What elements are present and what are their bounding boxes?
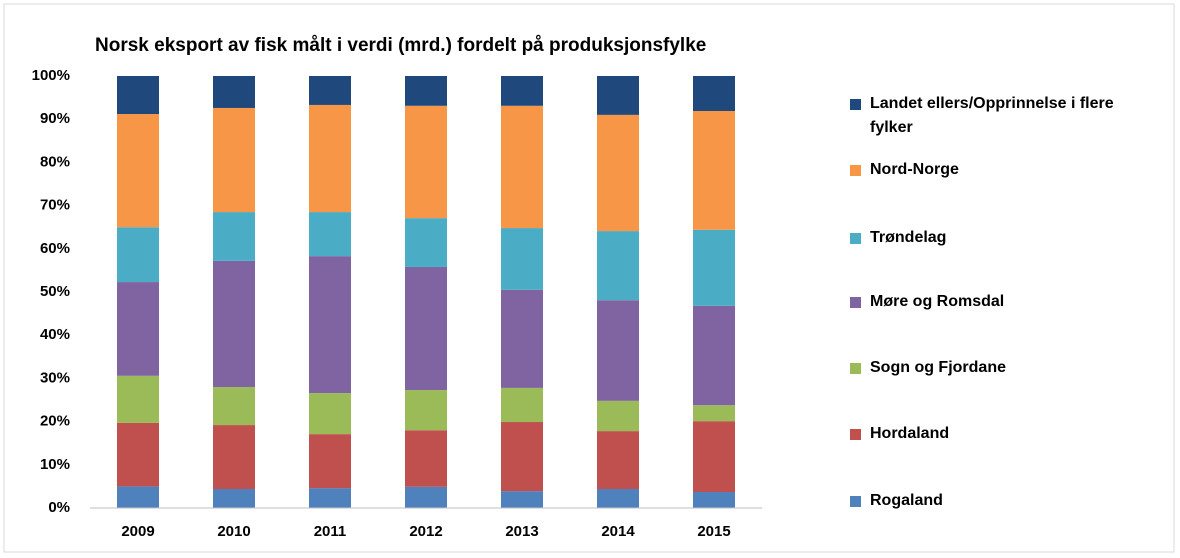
y-tick-label: 50% bbox=[40, 283, 70, 300]
legend-label: Rogaland bbox=[870, 492, 943, 509]
legend-item: Sogn og Fjordane bbox=[850, 356, 1150, 380]
bar-segment bbox=[501, 387, 543, 423]
legend-swatch bbox=[850, 363, 861, 374]
bar-segment bbox=[693, 110, 735, 230]
bar-segment bbox=[405, 390, 447, 431]
legend-label: Trøndelag bbox=[870, 229, 947, 246]
bar-segment bbox=[405, 266, 447, 391]
bar-segment bbox=[597, 231, 639, 301]
legend-label: Hordaland bbox=[870, 425, 950, 442]
x-tick-label: 2014 bbox=[601, 523, 635, 540]
legend-label: Sogn og Fjordane bbox=[870, 359, 1006, 376]
x-tick-label: 2013 bbox=[505, 523, 538, 540]
legend-item: Rogaland bbox=[850, 489, 1150, 513]
legend-label: Nord-Norge bbox=[870, 161, 959, 178]
bar-segment bbox=[501, 76, 543, 106]
legend-swatch bbox=[850, 233, 861, 244]
bar-segment bbox=[693, 405, 735, 422]
bar-segment bbox=[405, 105, 447, 219]
y-tick-label: 60% bbox=[40, 240, 70, 257]
x-tick-label: 2015 bbox=[697, 523, 730, 540]
bar-segment bbox=[213, 488, 255, 508]
legend-swatch bbox=[850, 99, 861, 110]
legend-swatch bbox=[850, 429, 861, 440]
y-tick-label: 40% bbox=[40, 326, 70, 343]
bar-segment bbox=[309, 488, 351, 508]
bar-segment bbox=[117, 422, 159, 487]
bar-segment bbox=[117, 227, 159, 283]
bar-segment bbox=[501, 422, 543, 492]
bar-segment bbox=[597, 114, 639, 232]
x-tick-label: 2011 bbox=[314, 523, 347, 540]
bar-segment bbox=[693, 305, 735, 406]
bar-segment bbox=[405, 76, 447, 106]
bar-segment bbox=[597, 400, 639, 432]
bar-segment bbox=[213, 260, 255, 388]
bar-segment bbox=[501, 289, 543, 388]
bar-segment bbox=[405, 430, 447, 487]
bar-segment bbox=[693, 76, 735, 111]
chart-border bbox=[3, 3, 1175, 553]
y-tick-label: 10% bbox=[40, 456, 70, 473]
legend-swatch bbox=[850, 297, 861, 308]
bar-segment bbox=[597, 300, 639, 401]
y-tick-label: 80% bbox=[40, 153, 70, 170]
y-tick-label: 30% bbox=[40, 369, 70, 386]
legend-item: Trøndelag bbox=[850, 226, 1150, 250]
bar-segment bbox=[501, 491, 543, 508]
bar-segment bbox=[309, 434, 351, 489]
legend-swatch bbox=[850, 165, 861, 176]
legend-item: Møre og Romsdal bbox=[850, 290, 1150, 314]
y-tick-label: 20% bbox=[40, 413, 70, 430]
bar-segment bbox=[117, 375, 159, 423]
bar-segment bbox=[597, 431, 639, 489]
bar-segment bbox=[693, 492, 735, 508]
bar-segment bbox=[309, 256, 351, 394]
bar-segment bbox=[117, 282, 159, 376]
bar-segment bbox=[213, 387, 255, 426]
legend-item: Nord-Norge bbox=[850, 158, 1150, 182]
bar-segment bbox=[693, 229, 735, 306]
bar-segment bbox=[309, 104, 351, 213]
bar-segment bbox=[213, 76, 255, 108]
bar-segment bbox=[501, 105, 543, 229]
bar-segment bbox=[405, 486, 447, 508]
bar-segment bbox=[309, 76, 351, 105]
bar-segment bbox=[597, 488, 639, 508]
bar-segment bbox=[213, 107, 255, 213]
bar-segment bbox=[117, 76, 159, 115]
legend-label: Landet ellers/Opprinnelse i flere fylker bbox=[870, 95, 1114, 136]
x-tick-label: 2009 bbox=[121, 523, 154, 540]
legend-label: Møre og Romsdal bbox=[870, 293, 1005, 310]
y-tick-label: 100% bbox=[32, 67, 70, 84]
bar-segment bbox=[309, 393, 351, 435]
bar-segment bbox=[117, 114, 159, 228]
chart-title: Norsk eksport av fisk målt i verdi (mrd.… bbox=[95, 35, 706, 56]
bar-segment bbox=[117, 486, 159, 508]
y-tick-label: 0% bbox=[48, 499, 70, 516]
legend-item: Landet ellers/Opprinnelse i flere fylker bbox=[850, 92, 1150, 140]
bar-segment bbox=[309, 212, 351, 257]
bar-segment bbox=[213, 212, 255, 261]
bar-segment bbox=[501, 228, 543, 290]
y-tick-label: 90% bbox=[40, 110, 70, 127]
x-tick-label: 2010 bbox=[217, 523, 250, 540]
y-tick-label: 70% bbox=[40, 197, 70, 214]
bar-segment bbox=[693, 421, 735, 493]
bar-segment bbox=[597, 76, 639, 115]
x-tick-label: 2012 bbox=[409, 523, 442, 540]
legend-swatch bbox=[850, 496, 861, 507]
bar-segment bbox=[405, 218, 447, 267]
legend-item: Hordaland bbox=[850, 422, 1150, 446]
bar-segment bbox=[213, 425, 255, 489]
